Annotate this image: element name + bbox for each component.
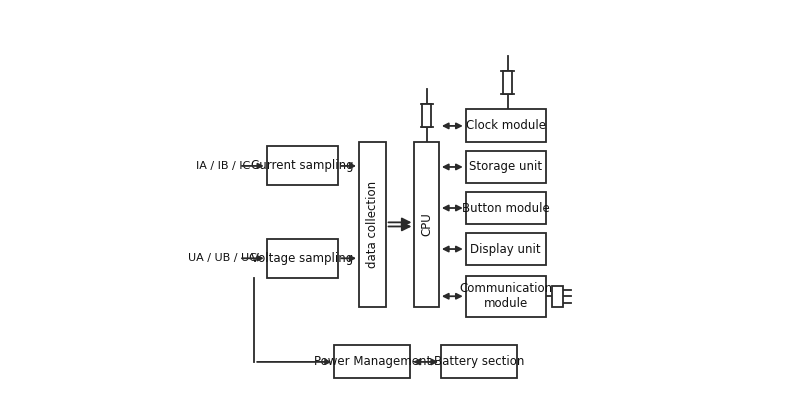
Text: Voltage sampling: Voltage sampling <box>251 252 354 265</box>
Text: Battery section: Battery section <box>434 355 524 369</box>
Bar <box>266 239 338 278</box>
Bar <box>359 142 386 307</box>
Bar <box>503 71 512 94</box>
Text: UA / UB / UC: UA / UB / UC <box>188 253 257 263</box>
Text: Clock module: Clock module <box>466 119 546 132</box>
Bar <box>466 151 546 183</box>
Bar <box>466 233 546 265</box>
Text: Current sampling: Current sampling <box>251 159 354 172</box>
Bar <box>414 142 439 307</box>
Text: Button module: Button module <box>462 201 550 215</box>
Text: data collection: data collection <box>366 181 378 268</box>
Text: IA / IB / IC: IA / IB / IC <box>195 161 250 171</box>
Text: CPU: CPU <box>420 213 433 236</box>
Bar <box>422 104 431 127</box>
Text: Display unit: Display unit <box>470 243 541 255</box>
Bar <box>552 286 563 307</box>
Text: Power Management: Power Management <box>314 355 431 369</box>
Text: Communication
module: Communication module <box>459 282 552 310</box>
Bar <box>466 109 546 142</box>
Bar <box>466 192 546 224</box>
Bar <box>441 346 517 378</box>
Bar <box>334 346 410 378</box>
Bar <box>466 276 546 317</box>
Bar <box>266 146 338 186</box>
Text: Storage unit: Storage unit <box>469 161 542 173</box>
